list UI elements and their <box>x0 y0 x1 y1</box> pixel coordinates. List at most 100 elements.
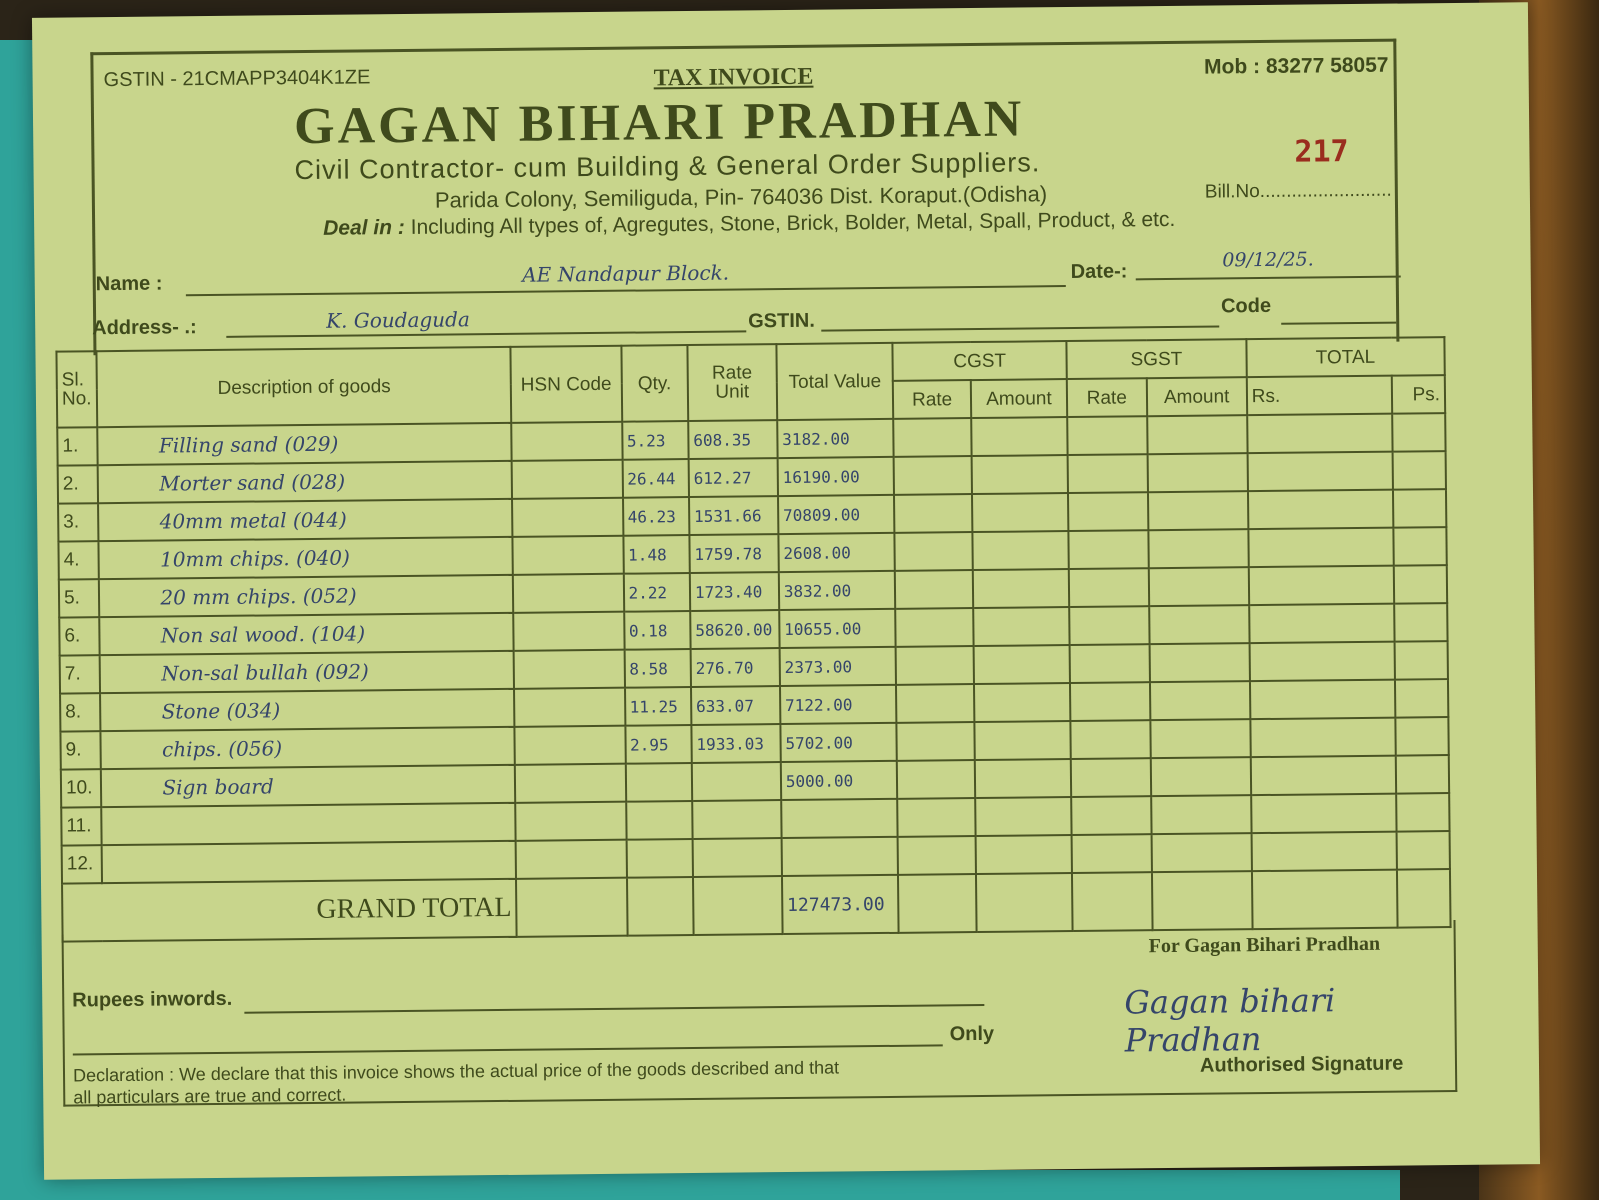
row-sgst-rate <box>1068 568 1149 608</box>
row-description: chips. (056) <box>100 726 515 770</box>
row-total-value: 7122.00 <box>779 684 897 725</box>
row-hsn <box>514 725 626 765</box>
row-sgst-amount <box>1146 415 1248 455</box>
row-total-ps <box>1393 565 1448 604</box>
row-qty <box>625 762 693 802</box>
row-total-value: 16190.00 <box>777 456 895 497</box>
row-sgst-rate <box>1069 644 1150 684</box>
row-description: Filling sand (029) <box>97 422 512 466</box>
row-cgst-amount <box>974 721 1071 761</box>
row-sl: 2. <box>57 465 99 504</box>
col-hsn: HSN Code <box>510 345 622 423</box>
for-firm: For Gagan Bihari Pradhan <box>1148 932 1381 958</box>
total-rs: Rs. <box>1246 375 1392 416</box>
row-qty: 11.25 <box>624 687 692 726</box>
row-hsn <box>512 573 624 613</box>
row-total-rs <box>1246 413 1393 454</box>
row-sgst-amount <box>1147 453 1248 493</box>
empty-cell <box>692 876 783 935</box>
row-qty: 5.23 <box>621 421 689 460</box>
row-qty: 0.18 <box>623 611 691 650</box>
row-sl: 10. <box>60 769 102 808</box>
address-field[interactable]: K. Goudaguda <box>226 304 747 338</box>
row-total-rs <box>1248 603 1395 644</box>
row-hsn <box>511 459 623 499</box>
row-total-rs <box>1249 679 1396 720</box>
firm-subtitle: Civil Contractor- cum Building & General… <box>294 147 1041 186</box>
row-rate: 58620.00 <box>690 610 780 650</box>
row-rate <box>692 838 782 877</box>
gstin-label: GSTIN. <box>748 309 815 333</box>
row-hsn <box>513 649 625 689</box>
row-qty: 2.22 <box>623 573 691 612</box>
cgst-amount: Amount <box>970 379 1068 419</box>
row-sgst-amount <box>1149 719 1251 759</box>
row-sgst-amount <box>1150 757 1251 797</box>
row-total-rs <box>1250 793 1397 834</box>
row-description: 20 mm chips. (052) <box>99 574 514 618</box>
row-rate: 1759.78 <box>689 534 779 574</box>
row-sgst-rate <box>1067 492 1149 532</box>
row-sgst-rate <box>1067 416 1148 456</box>
row-sl: 5. <box>58 579 100 618</box>
row-sgst-amount <box>1151 833 1252 873</box>
deal-label: Deal in : <box>323 215 405 240</box>
row-total-value: 3182.00 <box>777 418 894 459</box>
row-hsn <box>514 763 626 803</box>
row-cgst-amount <box>974 759 1072 799</box>
invoice-paper: GSTIN - 21CMAPP3404K1ZE TAX INVOICE Mob … <box>31 2 1541 1180</box>
gstin-seller: GSTIN - 21CMAPP3404K1ZE <box>103 66 371 92</box>
date-field[interactable]: 09/12/25. <box>1135 247 1401 281</box>
row-cgst-rate <box>896 684 975 723</box>
row-sl: 7. <box>59 655 101 694</box>
authorised-signature: Authorised Signature <box>1199 1052 1404 1077</box>
row-hsn <box>515 801 627 841</box>
row-sgst-amount <box>1148 605 1250 645</box>
row-total-ps <box>1396 831 1450 870</box>
row-total-ps <box>1394 641 1448 680</box>
row-total-rs <box>1247 489 1394 530</box>
col-description: Description of goods <box>96 346 512 428</box>
empty-cell <box>626 876 694 936</box>
name-field[interactable]: AE Nandapur Block. <box>185 257 1066 297</box>
rupees-field-2[interactable] <box>72 1020 943 1056</box>
row-sgst-amount <box>1150 795 1252 835</box>
row-cgst-rate <box>895 608 974 647</box>
row-total-rs <box>1251 831 1397 872</box>
row-hsn <box>512 535 624 575</box>
row-total-ps <box>1392 451 1446 490</box>
row-rate: 608.35 <box>688 420 778 460</box>
gstin-field[interactable] <box>820 297 1220 332</box>
row-qty <box>626 838 693 878</box>
code-field[interactable] <box>1280 293 1397 325</box>
bill-no-label: Bill.No......................... <box>1204 179 1392 203</box>
row-description: Morter sand (028) <box>98 460 513 504</box>
row-total-rs <box>1249 641 1395 682</box>
row-sl: 4. <box>58 541 100 580</box>
row-sgst-rate <box>1071 834 1152 874</box>
row-total-value: 3832.00 <box>778 570 896 611</box>
row-hsn <box>514 687 625 727</box>
row-cgst-rate <box>896 722 975 761</box>
rupees-field[interactable] <box>244 979 985 1014</box>
row-sl: 9. <box>60 731 102 770</box>
row-total-ps <box>1391 413 1446 452</box>
row-hsn <box>511 421 623 461</box>
row-description: 40mm metal (044) <box>98 498 513 542</box>
row-qty: 46.23 <box>622 497 690 536</box>
col-rate: Rate Unit <box>687 344 778 422</box>
row-cgst-amount <box>972 531 1069 571</box>
address-label: Address- .: <box>92 316 197 340</box>
empty-cell <box>1396 869 1451 928</box>
row-cgst-amount <box>973 607 1070 647</box>
row-total-value: 5702.00 <box>780 722 898 763</box>
row-sgst-rate <box>1069 682 1150 722</box>
row-cgst-amount <box>971 417 1068 457</box>
row-sl: 3. <box>58 503 99 542</box>
sgst-amount: Amount <box>1146 377 1247 417</box>
row-sgst-rate <box>1071 796 1152 836</box>
row-cgst-amount <box>975 797 1072 837</box>
row-total-rs <box>1247 451 1393 492</box>
col-cgst: CGST <box>892 341 1067 381</box>
items-table: Sl. No. Description of goods HSN Code Qt… <box>55 336 1451 943</box>
